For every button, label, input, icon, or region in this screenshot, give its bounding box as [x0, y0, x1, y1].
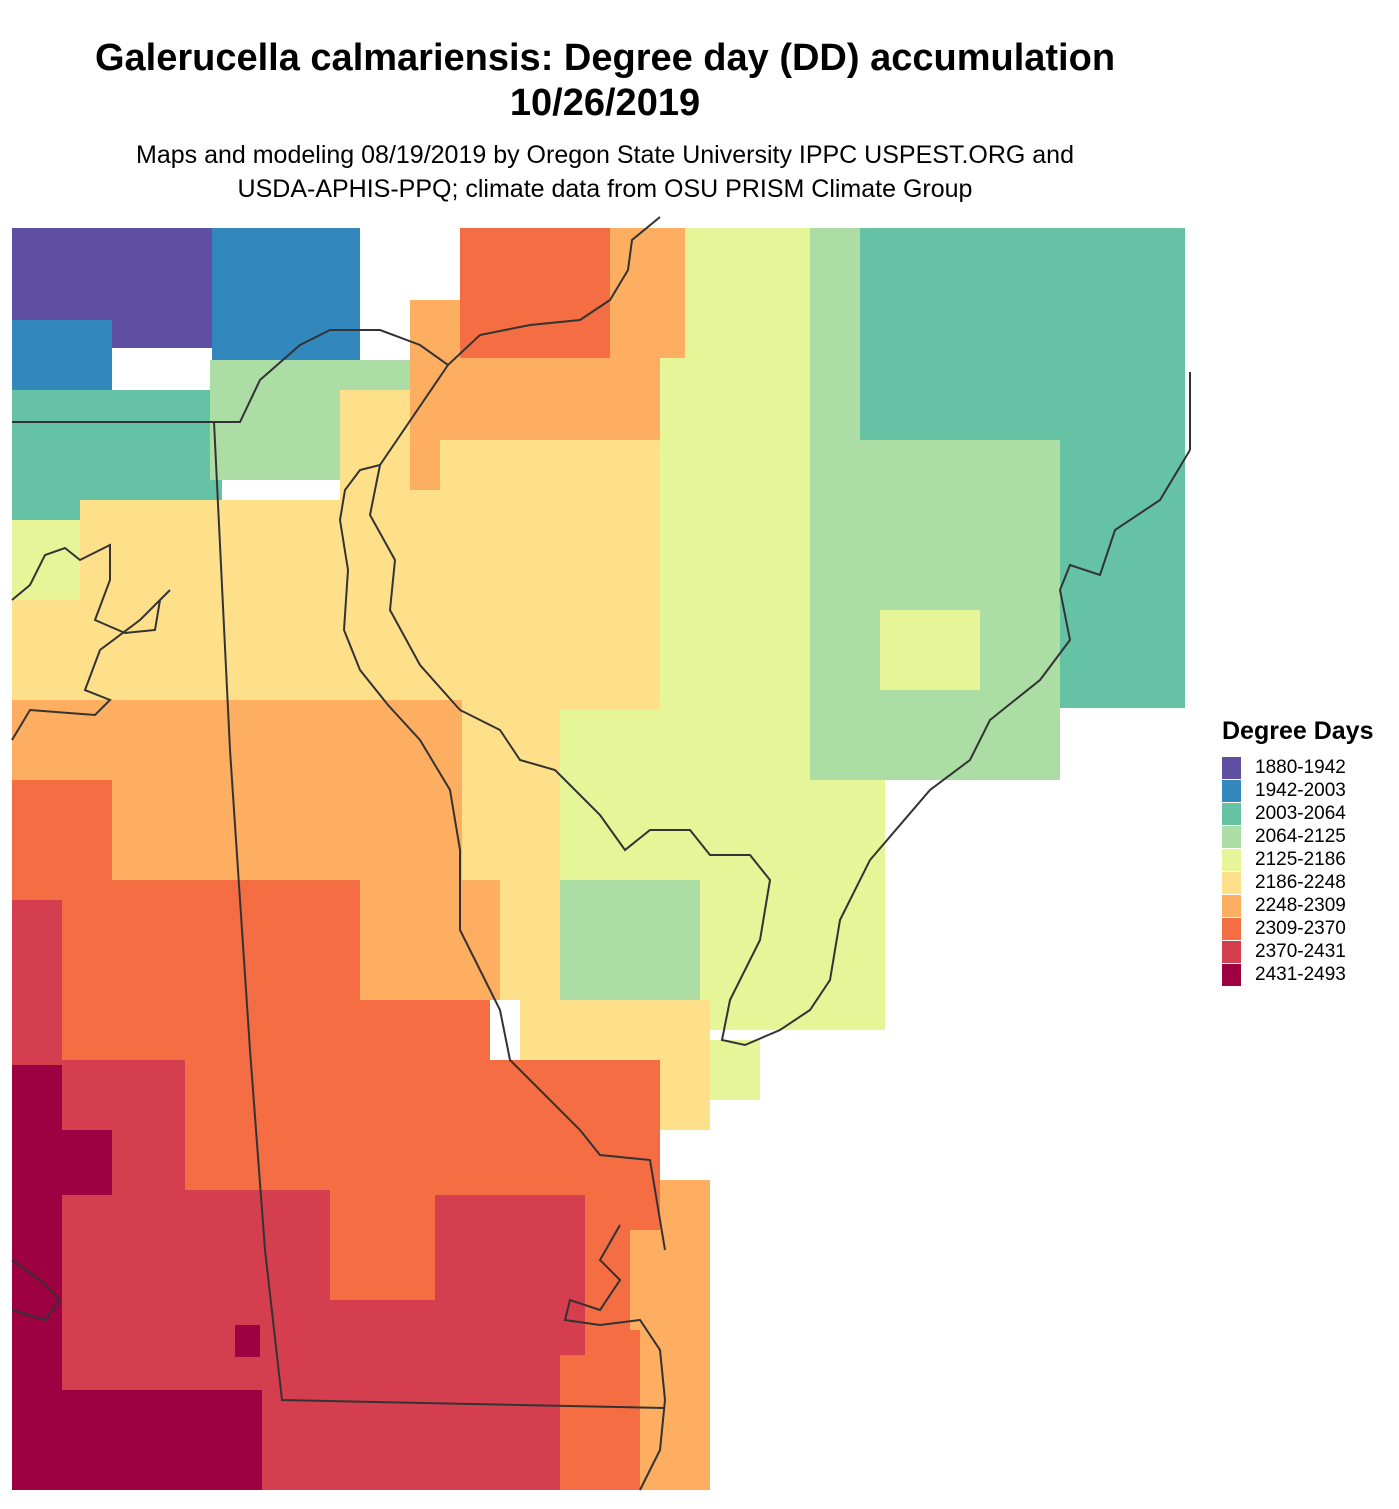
legend-swatch	[1222, 894, 1241, 917]
zone-2186-2248-c	[340, 390, 660, 710]
zone-2431-2493-b	[12, 1130, 112, 1195]
legend-item: 2309-2370	[1222, 917, 1373, 940]
legend-item: 2370-2431	[1222, 940, 1373, 963]
legend-label: 2186-2248	[1255, 871, 1346, 893]
zone-2370-2431-e	[435, 1195, 585, 1355]
boundary-lines	[11, 216, 1191, 1491]
zone-2003-2064-a	[12, 390, 222, 520]
legend-label: 2370-2431	[1255, 940, 1346, 962]
legend-items: 1880-1942 1942-2003 2003-2064 2064-2125 2125…	[1222, 756, 1373, 986]
legend-label: 2125-2186	[1255, 848, 1346, 870]
legend-item: 2064-2125	[1222, 825, 1373, 848]
legend-item: 1880-1942	[1222, 756, 1373, 779]
legend-item: 1942-2003	[1222, 779, 1373, 802]
legend-swatch	[1222, 871, 1241, 894]
zone-2125-2186-d	[880, 610, 980, 690]
river-line	[338, 364, 666, 1251]
zone-2431-2493-d	[235, 1325, 260, 1357]
coastline-south	[11, 1259, 62, 1322]
legend-swatch	[1222, 802, 1241, 825]
zone-2431-2493-c	[12, 1390, 262, 1490]
subtitle-line-2: USDA-APHIS-PPQ; climate data from OSU PR…	[237, 175, 973, 203]
legend-swatch	[1222, 917, 1241, 940]
legend-item: 2431-2493	[1222, 963, 1373, 986]
legend-label: 2003-2064	[1255, 802, 1346, 824]
raster-layer	[12, 228, 1185, 1490]
subtitle-line-1: Maps and modeling 08/19/2019 by Oregon S…	[136, 141, 1074, 169]
title-line-1: Galerucella calmariensis: Degree day (DD…	[94, 37, 1116, 79]
zone-2003-2064-c	[1040, 488, 1185, 708]
zone-2248-2309-d	[410, 420, 440, 490]
legend: Degree Days 1880-1942 1942-2003 2003-2064 2…	[1222, 716, 1373, 986]
legend-label: 2064-2125	[1255, 825, 1346, 847]
legend-swatch	[1222, 779, 1241, 802]
legend-item: 2186-2248	[1222, 871, 1373, 894]
legend-swatch	[1222, 756, 1241, 779]
legend-label: 2431-2493	[1255, 963, 1346, 985]
legend-swatch	[1222, 825, 1241, 848]
legend-title: Degree Days	[1222, 717, 1374, 745]
zone-1942-2003-b	[12, 320, 112, 390]
title-date: 10/26/2019	[509, 82, 701, 124]
legend-label: 2309-2370	[1255, 917, 1346, 939]
zone-2309-2370-g	[560, 1330, 640, 1490]
zone-2309-2370-f	[460, 228, 610, 358]
legend-item: 2003-2064	[1222, 802, 1373, 825]
legend-swatch	[1222, 963, 1241, 986]
legend-label: 2248-2309	[1255, 894, 1346, 916]
legend-swatch	[1222, 848, 1241, 871]
coastline-east	[368, 449, 1191, 1047]
zone-2125-2186-e	[700, 780, 885, 1030]
state-border-vertical	[213, 421, 666, 1409]
legend-label: 1942-2003	[1255, 779, 1346, 801]
legend-swatch	[1222, 940, 1241, 963]
coastline-inlet	[563, 1224, 667, 1491]
coastline-west	[11, 543, 171, 741]
legend-label: 1880-1942	[1255, 756, 1346, 778]
legend-item: 2248-2309	[1222, 894, 1373, 917]
legend-item: 2125-2186	[1222, 848, 1373, 871]
